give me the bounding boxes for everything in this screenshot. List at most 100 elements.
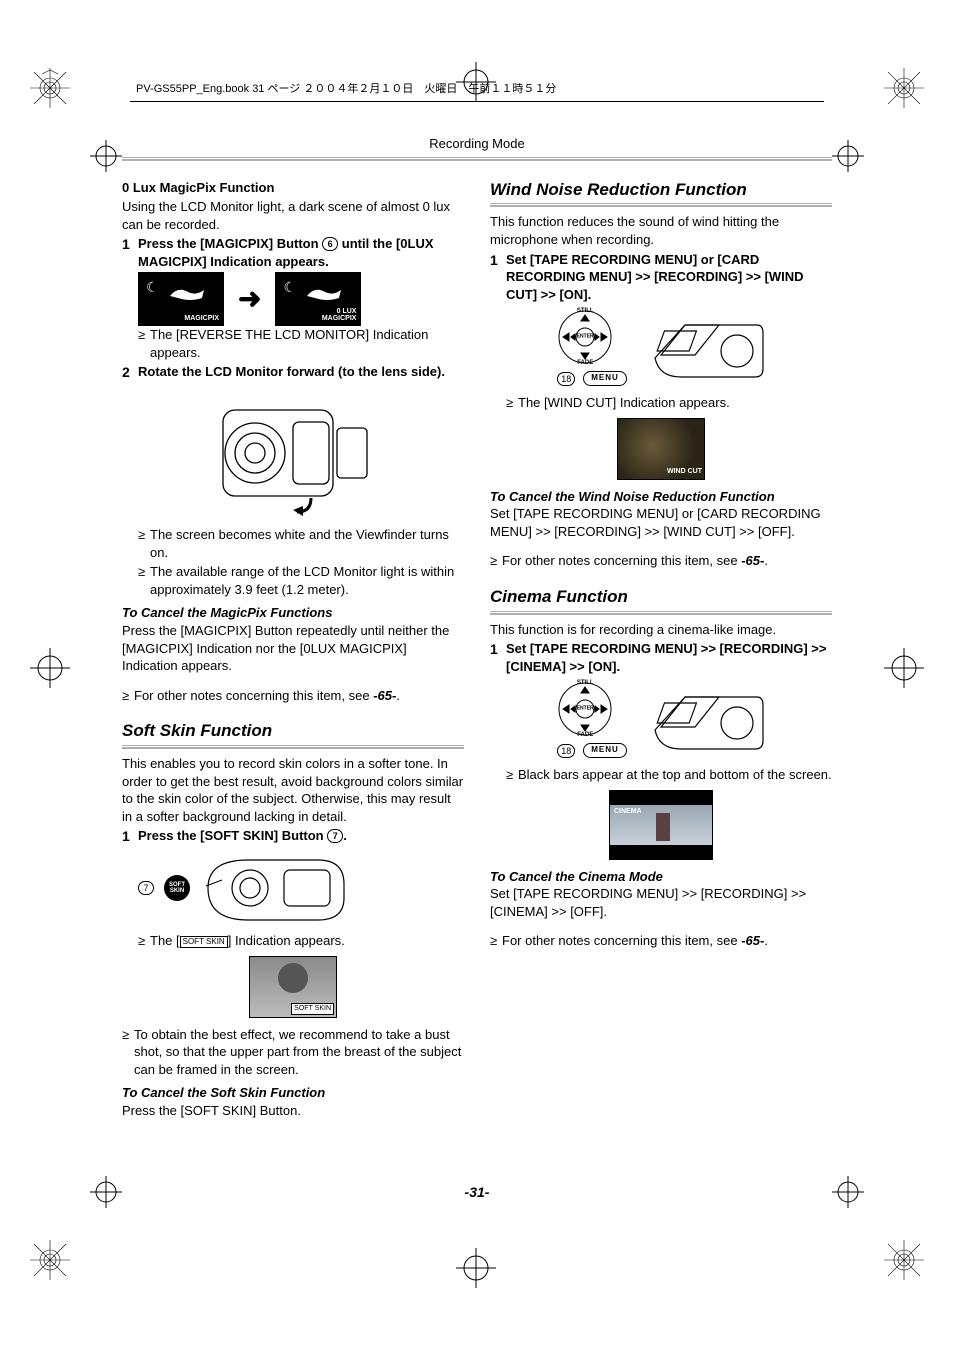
page-number: -31- (0, 1183, 954, 1202)
lux-bullet-3: ≥ The available range of the LCD Monitor… (122, 563, 464, 598)
moon-icon: ☾ (283, 278, 296, 297)
button-ref-7: 7 (138, 881, 154, 895)
arrow-right-icon: ➜ (238, 280, 261, 318)
text: For other notes concerning this item, se… (134, 687, 464, 705)
wind-intro: This function reduces the sound of wind … (490, 213, 832, 248)
lcd-label: 0 LUXMAGICPIX (322, 308, 357, 322)
bullet-icon: ≥ (122, 1026, 134, 1044)
print-registration-corner-icon (884, 68, 924, 108)
feature-rule (490, 203, 832, 207)
lux-bullet-1: ≥ The [REVERSE THE LCD MONITOR] Indicati… (122, 326, 464, 361)
content-area: Recording Mode 0 Lux MagicPix Function U… (122, 135, 832, 1218)
cinema-title: Cinema Function (490, 586, 832, 609)
step-number: 2 (122, 363, 138, 382)
softskin-step-1: 1 Press the [SOFT SKIN] Button 7. (122, 827, 464, 846)
right-column: Wind Noise Reduction Function This funct… (490, 179, 832, 1122)
dpad-icon: STILL FADE ENTER (557, 309, 613, 365)
lux-note: ≥ For other notes concerning this item, … (122, 687, 464, 705)
feature-rule (122, 745, 464, 749)
bullet-icon: ≥ (490, 932, 502, 950)
cinema-cancel-title: To Cancel the Cinema Mode (490, 868, 832, 886)
lux-cancel-title: To Cancel the MagicPix Functions (122, 604, 464, 622)
lux-intro: Using the LCD Monitor light, a dark scen… (122, 198, 464, 233)
wind-cancel-title: To Cancel the Wind Noise Reduction Funct… (490, 488, 832, 506)
bullet-icon: ≥ (490, 552, 502, 570)
photo-tag: SOFT SKIN (291, 1003, 334, 1014)
dpad-fade-label: FADE (577, 359, 593, 367)
book-meta-line: PV-GS55PP_Eng.book 31 ページ ２００４年２月１０日 火曜日… (130, 82, 824, 102)
dpad-fade-label: FADE (577, 731, 593, 739)
wind-menu-figure: STILL FADE ENTER 18 MENU (490, 309, 832, 386)
face-placeholder-icon (278, 963, 308, 993)
print-crosshair-icon (30, 648, 70, 688)
text: The [REVERSE THE LCD MONITOR] Indication… (150, 326, 464, 361)
wind-thumb-figure: WIND CUT (490, 418, 832, 480)
left-column: 0 Lux MagicPix Function Using the LCD Mo… (122, 179, 464, 1122)
softskin-photo-icon: SOFT SKIN (249, 956, 337, 1018)
bird-icon (305, 282, 343, 302)
text: Black bars appear at the top and bottom … (518, 766, 832, 784)
bullet-icon: ≥ (138, 526, 150, 544)
text: The screen becomes white and the Viewfin… (150, 526, 464, 561)
dpad-enter-label: ENTER (577, 706, 594, 713)
menu-left-group: STILL FADE ENTER 18 MENU (557, 681, 627, 758)
bullet-icon: ≥ (138, 326, 150, 344)
photo-tag: WIND CUT (667, 467, 702, 476)
text: For other notes concerning this item, se… (502, 932, 832, 950)
cinema-step-1: 1 Set [TAPE RECORDING MENU] >> [RECORDIN… (490, 640, 832, 675)
section-rule (122, 157, 832, 161)
wind-step-1: 1 Set [TAPE RECORDING MENU] or [CARD REC… (490, 251, 832, 304)
step-number: 1 (490, 640, 506, 659)
print-registration-corner-icon (884, 1240, 924, 1280)
step-number: 1 (490, 251, 506, 270)
wind-step-1-body: Set [TAPE RECORDING MENU] or [CARD RECOR… (506, 251, 832, 304)
camcorder-lcd-open-icon (645, 685, 765, 755)
windcut-photo-icon: WIND CUT (617, 418, 705, 480)
lux-camcorder-figure (122, 388, 464, 518)
step-number: 1 (122, 235, 138, 254)
photo-label: CINEMA (614, 807, 642, 816)
lcd-0lux-magicpix-icon: ☾ 0 LUXMAGICPIX (275, 272, 361, 326)
softskin-photo-figure: SOFT SKIN (122, 956, 464, 1018)
camcorder-illustration-icon (193, 388, 393, 518)
button-ref-18: 18 (557, 744, 575, 758)
dpad-enter-label: ENTER (577, 334, 594, 341)
columns: 0 Lux MagicPix Function Using the LCD Mo… (122, 179, 832, 1122)
lux-lcd-figure: ☾ MAGICPIX ➜ ☾ 0 LUXMAGICPIX (122, 272, 464, 326)
lux-step-2: 2 Rotate the LCD Monitor forward (to the… (122, 363, 464, 382)
text: For other notes concerning this item, se… (502, 552, 832, 570)
softskin-bullet-1: ≥ The [SOFT SKIN] Indication appears. (122, 932, 464, 950)
text: The [SOFT SKIN] Indication appears. (150, 932, 464, 950)
print-registration-corner-icon (30, 68, 70, 108)
text: To obtain the best effect, we recommend … (134, 1026, 464, 1079)
wind-cancel-body: Set [TAPE RECORDING MENU] or [CARD RECOR… (490, 505, 832, 540)
text: The available range of the LCD Monitor l… (150, 563, 464, 598)
camcorder-lcd-open-icon (645, 313, 765, 383)
step-number: 1 (122, 827, 138, 846)
cinema-step-1-body: Set [TAPE RECORDING MENU] >> [RECORDING]… (506, 640, 832, 675)
page-ref: -65- (741, 553, 764, 568)
softskin-bullet-2: ≥ To obtain the best effect, we recommen… (122, 1026, 464, 1079)
cinema-bullet-1: ≥ Black bars appear at the top and botto… (490, 766, 832, 784)
cinema-photo-icon: CINEMA (609, 790, 713, 860)
cinema-note: ≥ For other notes concerning this item, … (490, 932, 832, 950)
softskin-title: Soft Skin Function (122, 720, 464, 743)
bird-icon (168, 282, 206, 302)
camcorder-rear-icon (200, 852, 360, 924)
lux-cancel-body: Press the [MAGICPIX] Button repeatedly u… (122, 622, 464, 675)
menu-button-label: MENU (583, 371, 627, 386)
page-ref: -65- (373, 688, 396, 703)
dpad-still-label: STILL (577, 679, 594, 687)
lcd-label: MAGICPIX (184, 315, 219, 322)
menu-button-label: MENU (583, 743, 627, 758)
menu-button-row: 18 MENU (557, 371, 627, 386)
feature-rule (490, 611, 832, 615)
softskin-figure: 7 SOFTSKIN (122, 852, 464, 924)
print-registration-corner-icon (30, 1240, 70, 1280)
wind-title: Wind Noise Reduction Function (490, 179, 832, 202)
softskin-button-icon: SOFTSKIN (164, 875, 190, 901)
cinema-cancel-body: Set [TAPE RECORDING MENU] >> [RECORDING]… (490, 885, 832, 920)
dpad-icon: STILL FADE ENTER (557, 681, 613, 737)
print-crosshair-icon (884, 648, 924, 688)
lux-title: 0 Lux MagicPix Function (122, 179, 464, 197)
